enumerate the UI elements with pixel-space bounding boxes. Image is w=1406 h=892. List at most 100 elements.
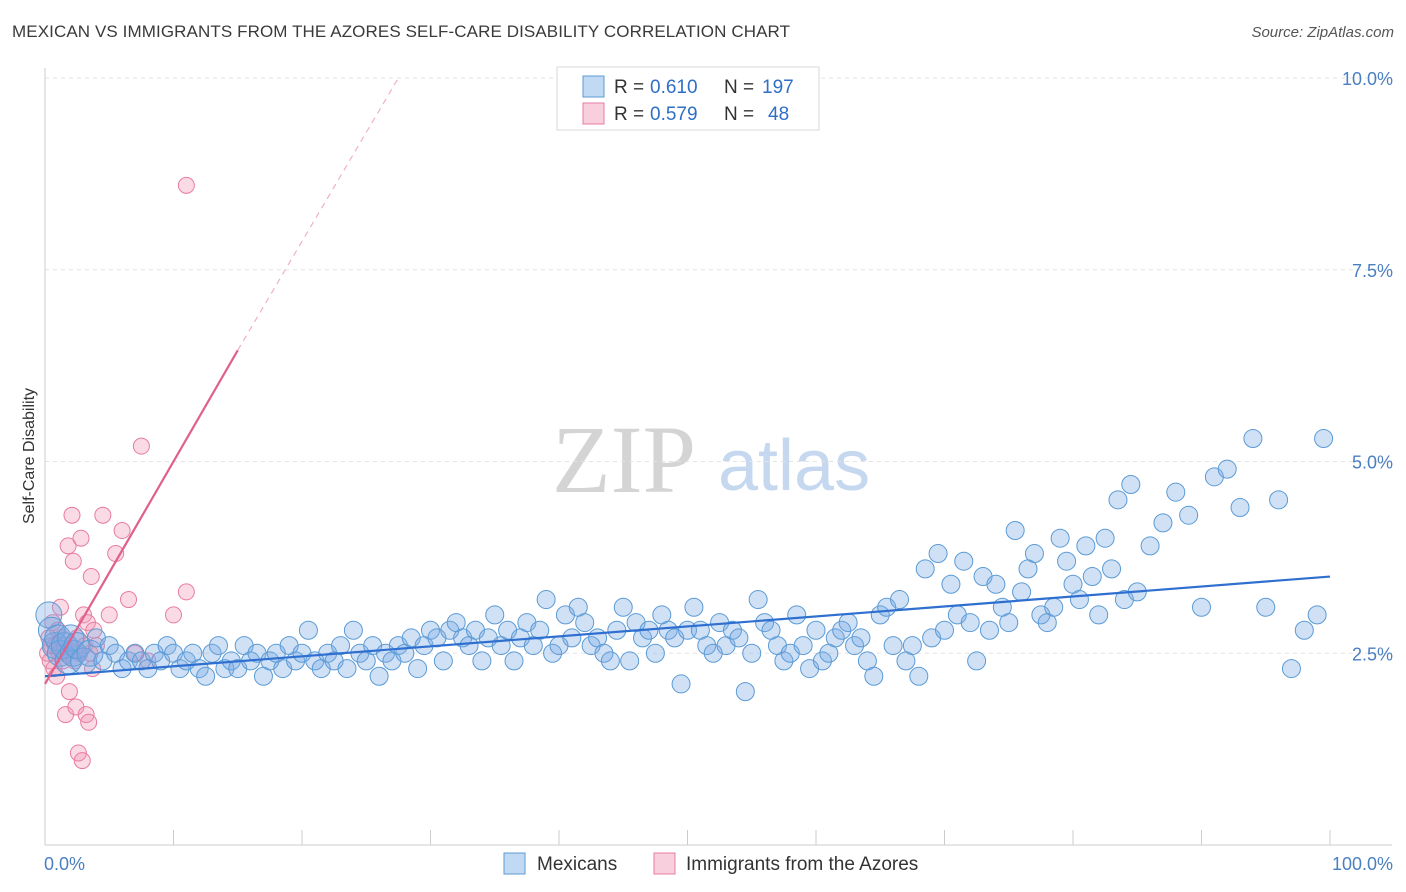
y-tick-label: 10.0%	[1342, 69, 1393, 89]
mexican-point	[1269, 490, 1289, 510]
mexican-point	[941, 574, 961, 594]
azores-trend-line	[44, 349, 239, 685]
azores-point	[82, 568, 100, 586]
mexican-point	[722, 620, 742, 640]
mexican-point	[1095, 528, 1115, 548]
mexican-point	[543, 643, 563, 663]
azores-trend-extension	[237, 77, 399, 351]
axes	[44, 68, 1392, 846]
mexican-point	[851, 628, 871, 648]
mexican-point	[575, 613, 595, 633]
mexican-point	[208, 636, 228, 656]
mexican-point	[742, 643, 762, 663]
mexican-point	[979, 620, 999, 640]
mexican-point	[99, 636, 119, 656]
mexican-point	[594, 643, 614, 663]
mexican-point	[298, 620, 318, 640]
x-tick-label: 0.0%	[44, 854, 85, 874]
mexican-point	[472, 651, 492, 671]
mexican-point	[1307, 605, 1327, 625]
mexican-point	[735, 682, 755, 702]
mexican-point	[774, 651, 794, 671]
mexican-point	[697, 636, 717, 656]
azores-point	[60, 683, 78, 701]
azores-point	[132, 437, 150, 455]
bottom-legend-swatch-azores	[653, 852, 676, 875]
mexican-point	[806, 620, 826, 640]
mexican-point	[832, 620, 852, 640]
legend-box	[556, 66, 820, 131]
mexican-point	[1294, 620, 1314, 640]
mexican-point	[1243, 428, 1263, 448]
legend-n-value: 197	[762, 77, 794, 98]
mexican-point	[1044, 597, 1064, 617]
mexican-point	[986, 574, 1006, 594]
mexican-trend-line	[44, 575, 1331, 678]
mexican-point	[1314, 428, 1334, 448]
legend-r-label: R =	[614, 104, 644, 125]
legend-n-label: N =	[724, 77, 754, 98]
mexican-point	[343, 620, 363, 640]
azores-point	[113, 522, 131, 540]
mexican-point	[960, 613, 980, 633]
azores-point	[73, 752, 91, 770]
azores-point	[100, 606, 118, 624]
series-legend: Mexicans Immigrants from the Azores	[503, 852, 918, 875]
mexican-point	[1102, 559, 1122, 579]
mexican-point	[999, 613, 1019, 633]
tick-labels: 2.5% 5.0% 7.5% 10.0% 0.0% 100.0%	[44, 69, 1393, 874]
mexican-point	[671, 674, 691, 694]
mexican-point	[1076, 536, 1096, 556]
y-tick-label: 5.0%	[1352, 453, 1393, 473]
mexican-point	[1166, 482, 1186, 502]
mexican-point	[1069, 590, 1089, 610]
mexican-point	[928, 544, 948, 564]
bottom-legend-mexicans: Mexicans	[537, 854, 617, 875]
mexican-point	[890, 590, 910, 610]
mexican-point	[935, 620, 954, 640]
mexican-point	[748, 590, 768, 610]
mexican-point	[1005, 521, 1025, 541]
mexican-point	[755, 613, 775, 633]
azores-point	[59, 537, 77, 555]
mexican-point	[600, 651, 620, 671]
watermark: ZIP atlas	[552, 406, 870, 513]
mexican-point	[1012, 582, 1032, 602]
mexican-point	[909, 666, 929, 686]
bottom-legend-azores: Immigrants from the Azores	[686, 854, 918, 875]
watermark-atlas: atlas	[718, 426, 870, 506]
mexican-point	[1082, 567, 1102, 587]
azores-point	[87, 637, 105, 655]
mexican-point	[658, 620, 678, 640]
azores-point	[177, 583, 195, 601]
legend-swatch-mexicans	[582, 75, 605, 98]
mexican-point	[838, 613, 858, 633]
mexican-point	[1192, 597, 1211, 617]
legend-r-value: 0.579	[650, 104, 698, 125]
mexican-point	[1281, 659, 1301, 679]
y-tick-label: 7.5%	[1352, 261, 1393, 281]
grid	[45, 77, 1392, 654]
mexican-point	[812, 651, 832, 671]
mexican-point	[1121, 475, 1141, 495]
x-tick-label: 100.0%	[1332, 854, 1393, 874]
mexican-point	[536, 590, 556, 610]
legend-n-value: 48	[768, 104, 789, 125]
mexican-point	[902, 636, 922, 656]
azores-point	[165, 606, 182, 624]
mexican-point	[1108, 490, 1128, 510]
legend-r-value: 0.610	[650, 77, 698, 98]
mexican-point	[967, 651, 987, 671]
chart-title: MEXICAN VS IMMIGRANTS FROM THE AZORES SE…	[12, 22, 791, 41]
mexican-point	[408, 659, 428, 679]
mexican-point	[787, 605, 807, 625]
mexican-point	[1179, 505, 1199, 525]
y-axis-label: Self-Care Disability	[21, 388, 38, 524]
watermark-zip: ZIP	[552, 406, 696, 513]
y-tick-label: 2.5%	[1352, 644, 1393, 664]
azores-point	[51, 598, 69, 616]
azores-point	[126, 644, 144, 662]
azores-point	[72, 529, 90, 547]
mexican-point	[1230, 498, 1250, 518]
